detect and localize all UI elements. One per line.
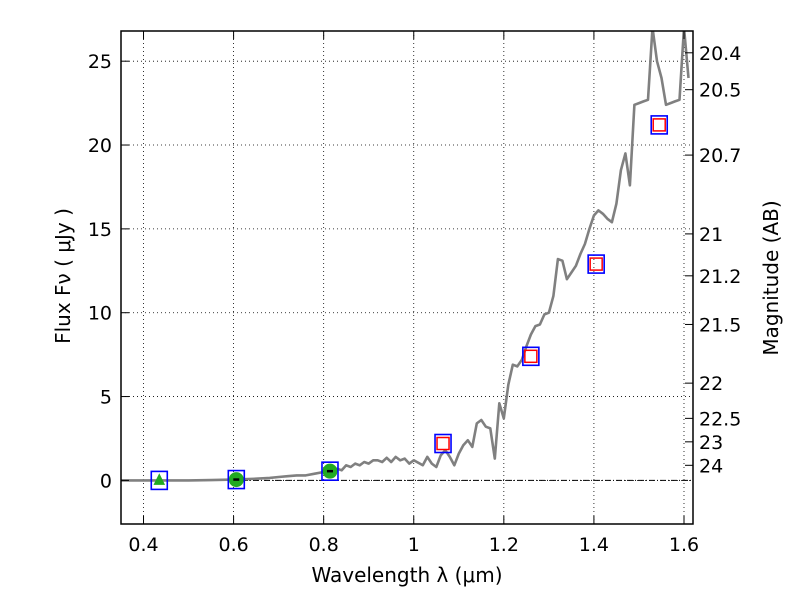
model-flux-box — [434, 433, 452, 454]
x-axis-label: Wavelength λ (μm) — [311, 563, 502, 587]
photometry-point — [587, 254, 605, 274]
y-axis-ticks: 0 5 10 15 20 25 — [88, 51, 129, 492]
x-tick-label: 0.8 — [309, 534, 339, 556]
x-tick-label: 1.6 — [669, 534, 699, 556]
y-tick-label: 10 — [88, 303, 112, 325]
plot-background — [121, 31, 693, 524]
x-tick-label: 1.4 — [579, 534, 609, 556]
model-flux-box — [587, 254, 605, 274]
mag-tick-label: 23 — [699, 432, 723, 454]
photometry-marker — [652, 118, 666, 132]
mag-tick-label: 24 — [699, 455, 723, 477]
y-tick-label: 25 — [88, 51, 112, 73]
photometry-point — [227, 469, 246, 490]
mag-tick-label: 21 — [699, 224, 723, 246]
upper-limit-marker — [153, 473, 166, 485]
mag-tick-label: 22.5 — [699, 408, 741, 430]
model-flux-box — [650, 115, 669, 135]
photometry-marker — [589, 257, 603, 271]
mag-tick-label: 20.5 — [699, 80, 741, 102]
photometry-point — [321, 461, 339, 481]
x-tick-label: 1.2 — [489, 534, 519, 556]
photometry-marker — [524, 349, 538, 364]
mag-tick-label: 20.7 — [699, 145, 741, 167]
y-tick-label: 20 — [88, 135, 112, 157]
photometry-point — [650, 115, 669, 135]
x-tick-label: 1 — [408, 534, 420, 556]
y-tick-label: 5 — [100, 387, 112, 409]
photometry-point — [434, 433, 452, 454]
model-flux-box — [150, 470, 169, 491]
model-flux-box — [321, 461, 339, 481]
mag-tick-label: 21.5 — [699, 314, 741, 336]
photometry-points — [150, 115, 669, 491]
model-flux-box — [522, 346, 540, 367]
right-axis-label: Magnitude (AB) — [759, 200, 783, 355]
x-tick-label: 0.4 — [128, 534, 158, 556]
x-axis-ticks: 0.4 0.6 0.8 1 1.2 1.4 1.6 — [128, 31, 699, 556]
y-axis-label: Flux Fν ( μJy ) — [51, 208, 75, 344]
plot-frame — [120, 30, 694, 525]
y-tick-label: 15 — [88, 219, 112, 241]
mag-tick-label: 21.2 — [699, 266, 741, 288]
model-flux-box — [227, 469, 246, 490]
photometry-point — [150, 470, 169, 491]
x-tick-label: 0.6 — [218, 534, 248, 556]
photometry-marker — [436, 436, 450, 451]
mag-tick-label: 22 — [699, 373, 723, 395]
y-tick-label: 0 — [100, 470, 112, 492]
mag-tick-label: 20.4 — [699, 43, 741, 65]
photometry-point — [522, 346, 540, 367]
